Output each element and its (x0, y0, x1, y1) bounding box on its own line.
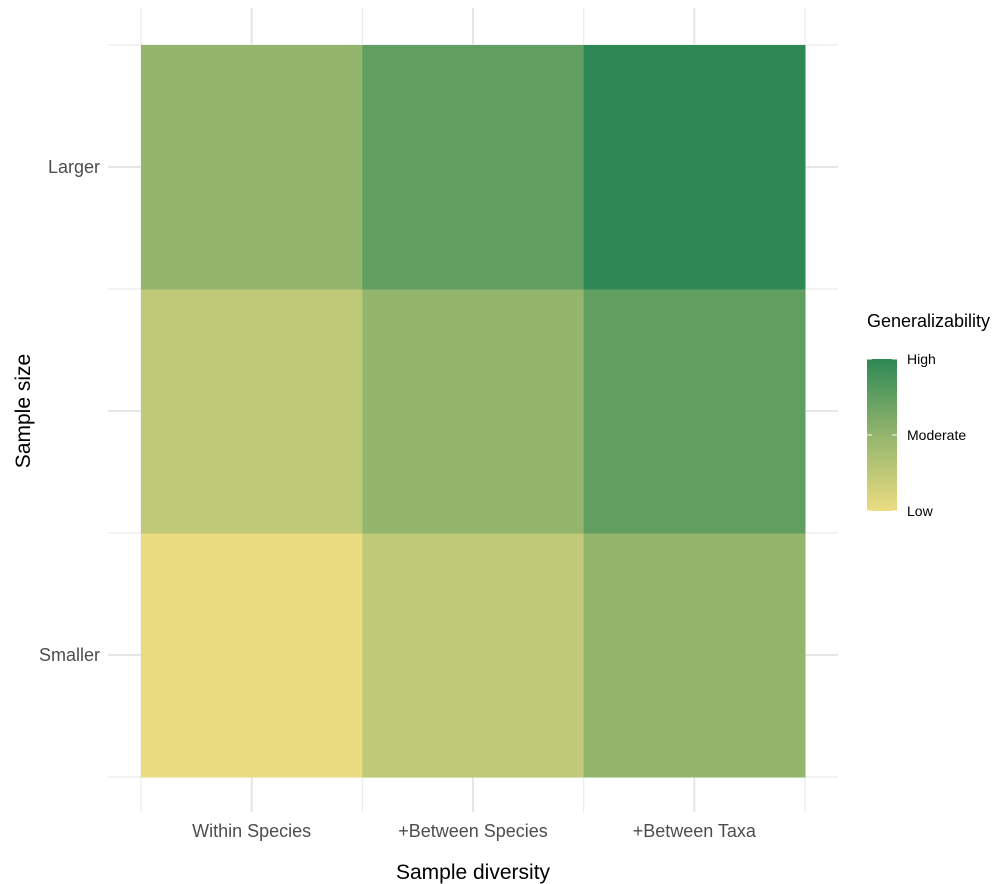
legend-label: Moderate (907, 427, 966, 443)
y-axis-ticks: Smaller Larger (39, 157, 100, 665)
x-tick-label: +Between Taxa (633, 821, 757, 841)
y-axis-title: Sample size (12, 354, 35, 468)
heatmap-cell (141, 289, 363, 534)
legend: Generalizability High Moderate Low (867, 311, 990, 519)
x-axis-ticks: Within Species +Between Species +Between T… (192, 821, 757, 841)
heatmap-cells (141, 45, 806, 778)
legend-label: Low (907, 503, 934, 519)
heatmap-cell (362, 533, 585, 778)
legend-label: High (907, 351, 936, 367)
heatmap-cell (583, 533, 806, 778)
x-axis-title: Sample diversity (396, 861, 551, 884)
y-tick-label: Larger (48, 157, 100, 177)
legend-title: Generalizability (867, 311, 990, 331)
heatmap-cell (141, 45, 363, 290)
heatmap-cell (141, 533, 363, 778)
heatmap-cell (362, 289, 585, 534)
x-tick-label: Within Species (192, 821, 311, 841)
heatmap-cell (583, 45, 806, 290)
legend-labels: High Moderate Low (867, 351, 966, 519)
y-tick-label: Smaller (39, 645, 100, 665)
heatmap-cell (362, 45, 585, 290)
heatmap-cell (583, 289, 806, 534)
x-tick-label: +Between Species (398, 821, 548, 841)
